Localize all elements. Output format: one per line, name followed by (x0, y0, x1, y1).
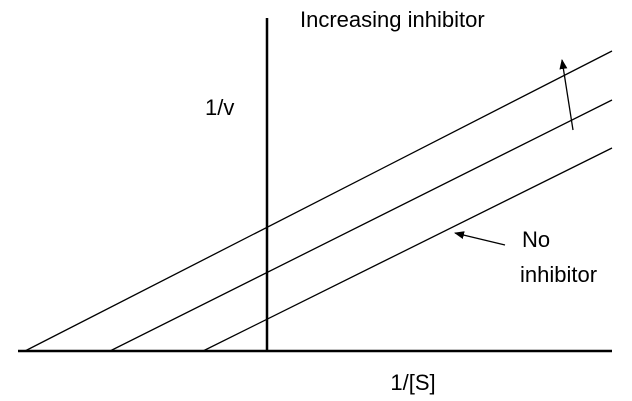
y-axis-label: 1/v (205, 95, 234, 120)
arrow (559, 59, 574, 131)
x-axis-label: 1/[S] (390, 370, 435, 395)
plot-line (109, 99, 613, 352)
annotation: No (522, 227, 550, 252)
annotation: Increasing inhibitor (300, 7, 485, 32)
plot-line (24, 50, 613, 352)
plot-line (202, 147, 613, 352)
annotation: inhibitor (520, 262, 597, 287)
arrow (454, 231, 506, 246)
